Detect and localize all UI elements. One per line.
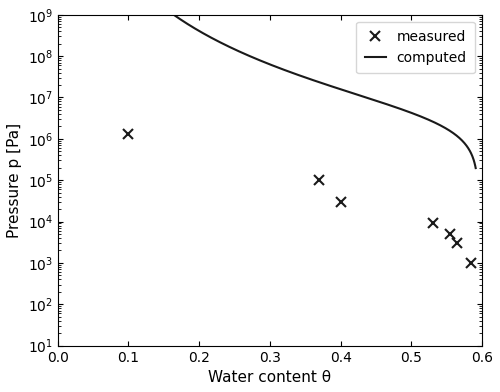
measured — [447, 232, 453, 236]
measured — [430, 221, 436, 226]
computed — [171, 13, 177, 17]
measured — [468, 261, 474, 265]
computed — [208, 35, 214, 40]
X-axis label: Water content θ: Water content θ — [208, 370, 332, 385]
computed — [384, 102, 390, 107]
computed — [192, 26, 198, 31]
Legend: measured, computed: measured, computed — [356, 22, 475, 73]
Line: measured: measured — [124, 129, 476, 268]
computed — [472, 166, 478, 171]
computed — [408, 110, 414, 115]
computed — [172, 13, 177, 18]
Line: computed: computed — [174, 15, 476, 168]
measured — [316, 178, 322, 183]
computed — [404, 109, 410, 114]
measured — [126, 132, 132, 136]
measured — [338, 200, 344, 204]
Y-axis label: Pressure p [Pa]: Pressure p [Pa] — [7, 123, 22, 238]
measured — [454, 241, 460, 245]
